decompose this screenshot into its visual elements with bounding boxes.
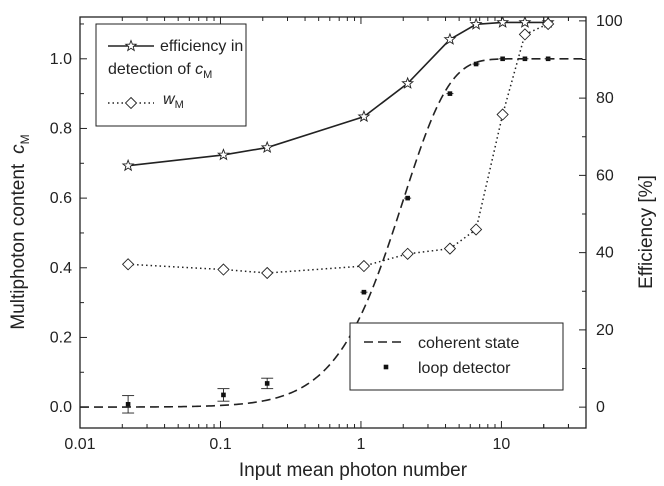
legend-efficiency-label: efficiency in (160, 38, 243, 55)
x-tick-label: 0.01 (64, 436, 95, 453)
y-axis-right-title: Efficiency [%] (636, 175, 657, 289)
legend-efficiency-label-line2: detection of cM (108, 61, 212, 81)
x-axis-title: Input mean photon number (239, 460, 468, 481)
legend-efficiency-star-icon (124, 39, 138, 52)
efficiency-point (496, 17, 510, 28)
legend-efficiency-label-line2-text: detection of (108, 61, 195, 78)
efficiency-line (128, 21, 549, 167)
y-left-tick-label: 0.2 (50, 329, 72, 346)
legend-bottom-box (349, 322, 564, 391)
loop-detector-point (221, 392, 226, 398)
coherent-state-curve (80, 57, 586, 408)
y-left-tick-label: 1.0 (50, 51, 72, 68)
efficiency-point (443, 32, 457, 45)
x-tick-label: 0.1 (209, 436, 231, 453)
y-axis-left-title-symbol: c (8, 144, 29, 154)
legend-bottom: coherent state loop detector (349, 322, 564, 391)
y-right-tick-label: 40 (596, 245, 614, 262)
wm-point (121, 258, 135, 271)
efficiency-point (469, 17, 483, 30)
efficiency-point (121, 158, 135, 172)
loop-detector-point (264, 381, 270, 386)
legend-top-box (95, 23, 247, 127)
plot-border (79, 16, 587, 429)
wm-point (469, 223, 483, 236)
loop-detector-point (125, 402, 131, 407)
loop-detector-point (473, 61, 479, 67)
wm-point (541, 17, 555, 31)
wm-point (496, 108, 509, 121)
series-1 (121, 17, 555, 280)
loop-detector-point (447, 91, 453, 96)
wm-point (217, 263, 230, 276)
y-left-tick-label: 0.4 (50, 260, 72, 277)
x-tick-label: 10 (493, 436, 511, 453)
legend-coherent-label: coherent state (418, 335, 520, 352)
x-axis: 0.01 0.1 1 10 (64, 17, 587, 453)
legend-loop-square-icon (383, 364, 389, 370)
efficiency-point (518, 17, 532, 28)
y-right-tick-label: 20 (596, 322, 614, 339)
wm-point (443, 242, 457, 255)
y-right-tick-label: 80 (596, 90, 614, 107)
y-left-tick-label: 0.6 (50, 190, 72, 207)
y-axis-right: 0 20 40 60 80 100 (579, 13, 623, 416)
y-left-tick-label: 0.8 (50, 120, 72, 137)
y-axis-left-title: Multiphoton content cM (8, 134, 32, 329)
y-axis-left-title-text: Multiphoton content (8, 163, 29, 330)
efficiency-point (260, 140, 274, 154)
y-right-tick-label: 0 (596, 399, 605, 416)
legend-wm-label: wM (163, 91, 184, 111)
y-axis-left-title-symbol-sub: M (18, 134, 32, 144)
efficiency-point (401, 76, 415, 89)
loop-detector-point (405, 195, 410, 201)
wm-line (128, 23, 549, 274)
y-right-tick-label: 100 (596, 13, 623, 30)
legend-efficiency-symbol: c (195, 61, 203, 78)
wm-point (518, 28, 532, 41)
plot-frame (79, 16, 587, 429)
loop-detector-point (361, 289, 367, 295)
legend-wm-symbol-sub: M (175, 99, 184, 111)
y-right-tick-label: 60 (596, 167, 614, 184)
legend-wm-diamond-icon (124, 96, 138, 110)
series-layer (80, 17, 586, 414)
loop-detector-point (500, 56, 505, 62)
wm-point (401, 247, 414, 260)
wm-point (357, 259, 371, 273)
x-tick-label: 1 (356, 436, 365, 453)
series-3 (80, 57, 586, 408)
efficiency-point (217, 148, 230, 161)
y-left-tick-label: 0.0 (50, 399, 72, 416)
efficiency-point (357, 109, 371, 123)
legend-efficiency-symbol-sub: M (203, 69, 212, 81)
y-axis-left: 0.0 0.2 0.4 0.6 0.8 1.0 (50, 23, 87, 416)
wm-point (261, 266, 274, 280)
legend-loop-label: loop detector (418, 360, 511, 377)
legend-wm-symbol: w (163, 91, 176, 108)
